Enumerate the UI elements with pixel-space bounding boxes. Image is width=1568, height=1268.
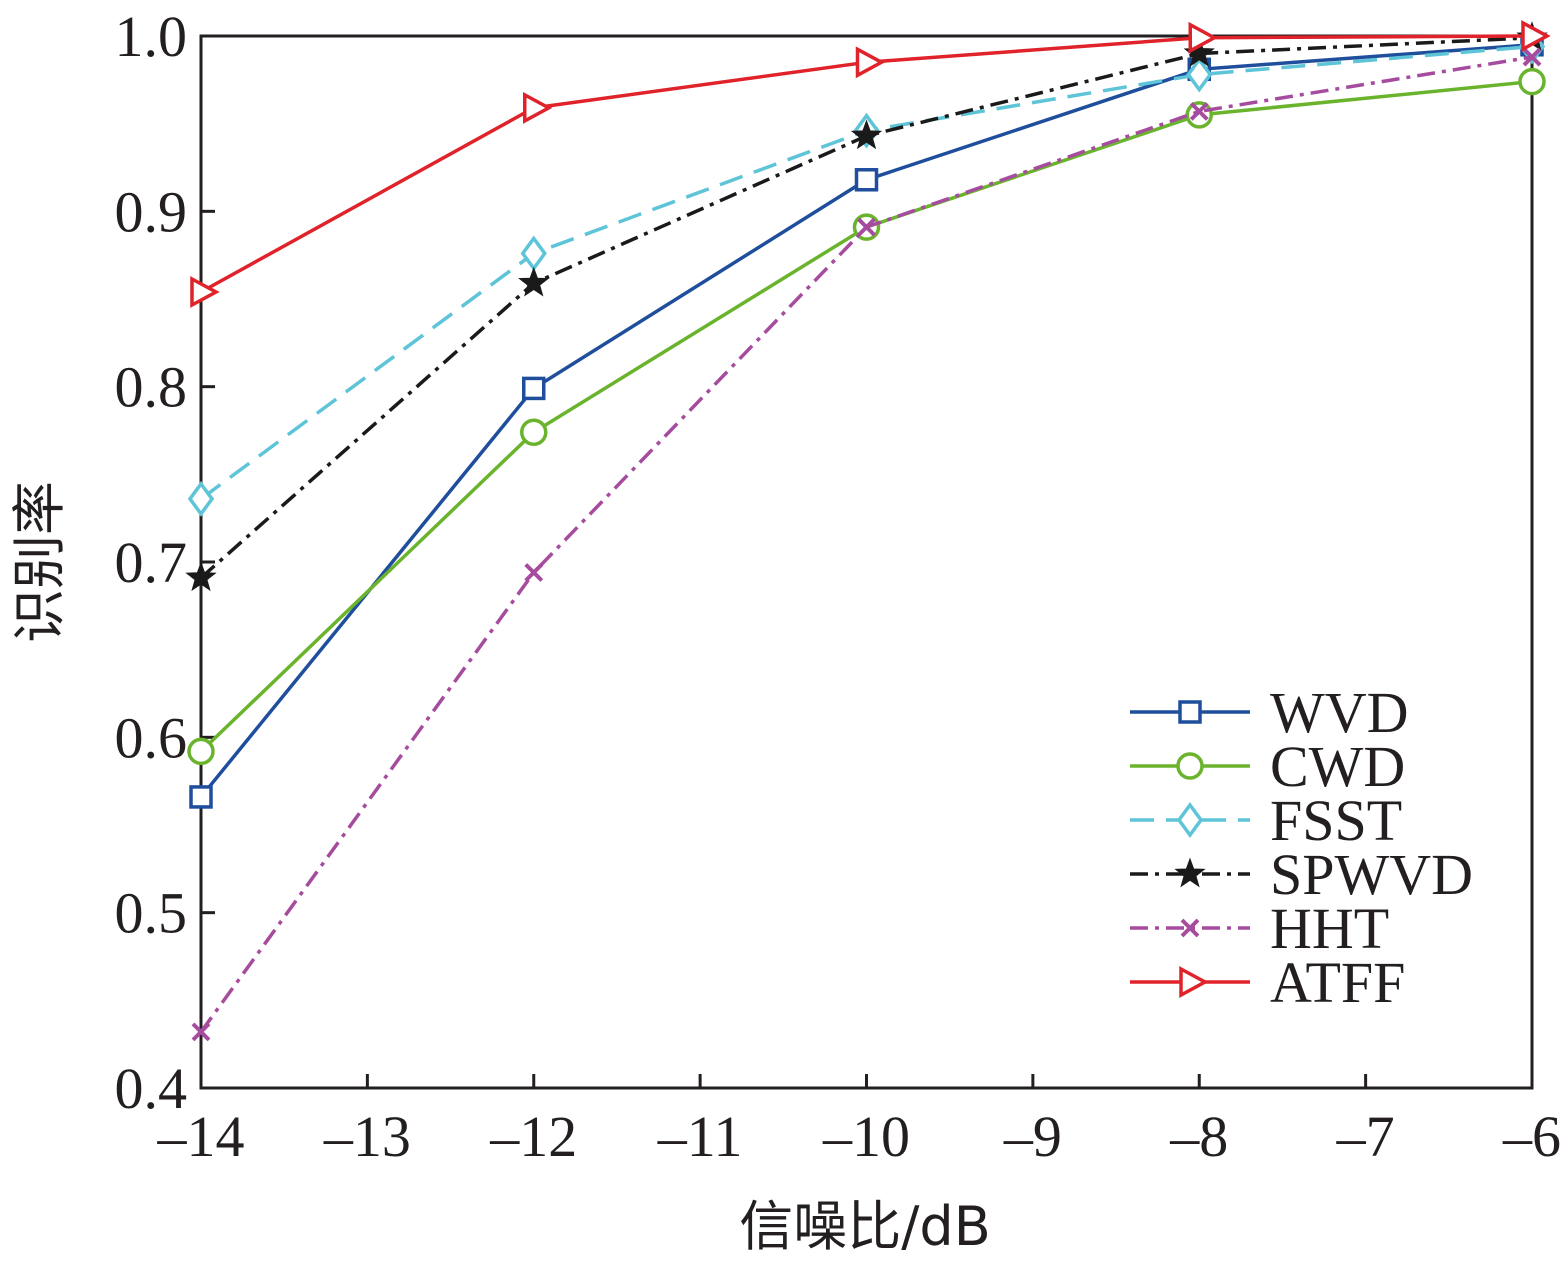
data-point-hht	[1189, 101, 1209, 121]
legend-marker-atff	[1179, 966, 1209, 998]
data-point-cwd	[1518, 67, 1546, 96]
legend-marker-hht	[1180, 918, 1200, 938]
data-point-hht	[857, 217, 876, 237]
legend-label-wvd: WVD	[1270, 680, 1409, 745]
data-point-spwvd	[518, 266, 550, 297]
data-point-cwd	[1185, 101, 1213, 129]
data-point-fsst	[1186, 56, 1213, 93]
data-point-atff	[1521, 20, 1551, 52]
data-point-cwd	[520, 418, 548, 447]
data-point-wvd	[522, 376, 546, 401]
y-tick-label: 0.5	[115, 881, 188, 946]
legend-label-atff: ATFF	[1270, 950, 1405, 1015]
series-line-atff	[200, 34, 1533, 294]
x-tick-label: –13	[323, 1104, 411, 1169]
y-tick-label: 0.4	[115, 1056, 188, 1121]
x-tick-label: –8	[1169, 1104, 1228, 1169]
axes: –14 –13 –12 –11 –10 –9 –8 –7 –6 0.4 0.5 0.6 0.7 0.8 0.…	[115, 4, 1562, 1169]
data-point-spwvd	[850, 119, 883, 150]
data-point-atff	[1188, 21, 1218, 54]
x-tick-label: –10	[822, 1104, 910, 1169]
data-point-atff	[523, 91, 553, 124]
legend-item-spwvd: SPWVD	[1130, 842, 1473, 907]
y-tick-label: 0.8	[115, 355, 188, 420]
y-tick-label: 0.7	[115, 530, 188, 595]
legend-item-atff: ATFF	[1130, 950, 1405, 1015]
x-axis-label: 信噪比/dB	[739, 1195, 991, 1258]
legend-item-cwd: CWD	[1130, 734, 1405, 799]
y-axis-label: 识别率	[8, 481, 71, 643]
legend-label-cwd: CWD	[1270, 734, 1405, 799]
legend-label-spwvd: SPWVD	[1270, 842, 1473, 907]
data-point-cwd	[187, 737, 215, 766]
data-point-spwvd	[185, 561, 217, 592]
data-point-fsst	[520, 235, 547, 272]
y-tick-label: 0.9	[115, 179, 188, 244]
series-fsst	[187, 28, 1546, 517]
x-tick-label: –6	[1502, 1104, 1561, 1169]
y-tick-label: 1.0	[115, 4, 188, 69]
x-tick-label: –9	[1003, 1104, 1062, 1169]
legend-marker-wvd	[1178, 700, 1202, 724]
legend-label-fsst: FSST	[1270, 788, 1402, 853]
x-tick-label: –12	[489, 1104, 577, 1169]
data-point-atff	[190, 276, 220, 308]
series-atff	[190, 20, 1551, 308]
data-point-atff	[855, 46, 886, 79]
y-tick-label: 0.6	[115, 705, 188, 770]
data-point-hht	[1522, 47, 1542, 67]
series-lines	[185, 20, 1551, 1042]
series-spwvd	[185, 21, 1548, 592]
legend-marker-cwd	[1176, 752, 1204, 780]
legend-marker-spwvd	[1174, 857, 1206, 888]
data-point-hht	[524, 563, 544, 582]
x-tick-label: –11	[657, 1104, 743, 1169]
x-tick-label: –14	[157, 1104, 245, 1169]
legend-item-wvd: WVD	[1130, 680, 1409, 745]
data-point-wvd	[854, 168, 879, 192]
legend-item-hht: HHT	[1130, 896, 1389, 961]
legend-marker-fsst	[1176, 802, 1204, 838]
data-point-hht	[191, 1022, 211, 1042]
legend-item-fsst: FSST	[1130, 788, 1402, 853]
series-hht	[191, 47, 1542, 1042]
legend-label-hht: HHT	[1270, 896, 1389, 961]
x-tick-label: –7	[1336, 1104, 1395, 1169]
data-point-fsst	[187, 480, 215, 517]
data-point-wvd	[189, 785, 213, 809]
